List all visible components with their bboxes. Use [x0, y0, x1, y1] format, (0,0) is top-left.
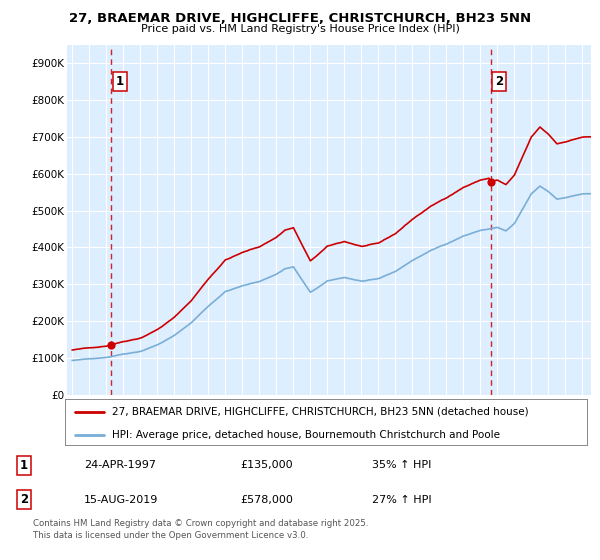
Text: 2: 2 — [495, 75, 503, 88]
Text: £578,000: £578,000 — [240, 494, 293, 505]
Text: HPI: Average price, detached house, Bournemouth Christchurch and Poole: HPI: Average price, detached house, Bour… — [112, 430, 500, 440]
Text: 1: 1 — [115, 75, 124, 88]
Point — [486, 178, 496, 186]
Text: Price paid vs. HM Land Registry's House Price Index (HPI): Price paid vs. HM Land Registry's House … — [140, 24, 460, 34]
Text: 27, BRAEMAR DRIVE, HIGHCLIFFE, CHRISTCHURCH, BH23 5NN (detached house): 27, BRAEMAR DRIVE, HIGHCLIFFE, CHRISTCHU… — [112, 407, 529, 417]
Point — [106, 340, 116, 349]
Text: 24-APR-1997: 24-APR-1997 — [84, 460, 156, 470]
Text: 27% ↑ HPI: 27% ↑ HPI — [372, 494, 431, 505]
Text: 2: 2 — [20, 493, 28, 506]
Text: £135,000: £135,000 — [240, 460, 293, 470]
Text: 1: 1 — [20, 459, 28, 472]
Text: 35% ↑ HPI: 35% ↑ HPI — [372, 460, 431, 470]
Text: 15-AUG-2019: 15-AUG-2019 — [84, 494, 158, 505]
Text: 27, BRAEMAR DRIVE, HIGHCLIFFE, CHRISTCHURCH, BH23 5NN: 27, BRAEMAR DRIVE, HIGHCLIFFE, CHRISTCHU… — [69, 12, 531, 25]
Text: Contains HM Land Registry data © Crown copyright and database right 2025.
This d: Contains HM Land Registry data © Crown c… — [33, 519, 368, 540]
